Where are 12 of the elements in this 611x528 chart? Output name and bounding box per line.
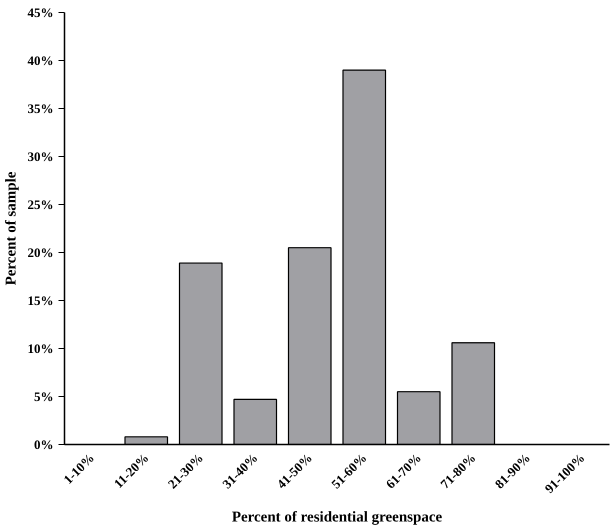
y-tick-label: 5%: [34, 389, 54, 404]
y-tick-label: 10%: [28, 341, 54, 356]
y-axis-title: Percent of sample: [4, 171, 20, 286]
y-tick-label: 45%: [28, 5, 54, 20]
y-tick-label: 40%: [28, 53, 54, 68]
y-tick-label: 15%: [28, 293, 54, 308]
y-tick-label: 25%: [28, 197, 54, 212]
y-tick-label: 35%: [28, 101, 54, 116]
y-tick-label: 20%: [28, 245, 54, 260]
y-tick-label: 0%: [34, 437, 54, 452]
x-axis-title: Percent of residential greenspace: [232, 509, 443, 526]
y-tick-label: 30%: [28, 149, 54, 164]
